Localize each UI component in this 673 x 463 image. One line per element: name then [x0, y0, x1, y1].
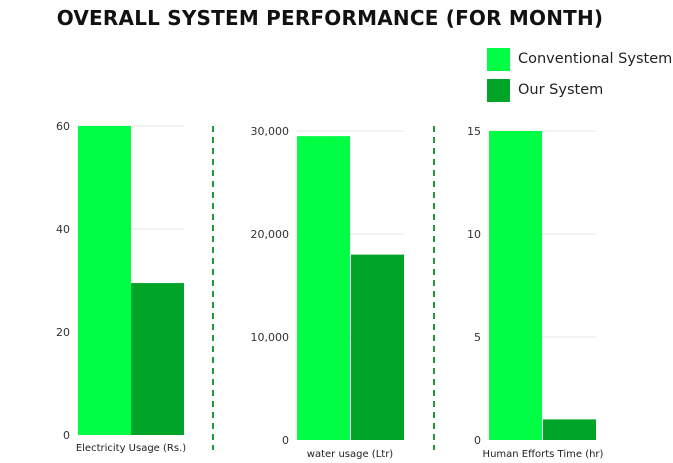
y-tick-label-3-2: 10	[467, 228, 481, 241]
legend-label-conventional: Conventional System	[518, 51, 673, 67]
y-tick-label-2-2: 20,000	[251, 228, 290, 241]
bar-3-our-system	[543, 419, 596, 440]
x-axis-label-1: Electricity Usage (Rs.)	[76, 443, 186, 454]
y-tick-label-3-0: 0	[474, 434, 481, 447]
y-tick-label-2-1: 10,000	[251, 331, 290, 344]
legend-swatch-our-system	[487, 78, 510, 102]
legend-label-our-system: Our System	[518, 82, 604, 98]
y-tick-label-1-2: 40	[56, 223, 70, 236]
chart-title: OVERALL SYSTEM PERFORMANCE (FOR MONTH)	[56, 6, 604, 30]
x-axis-label-3: Human Efforts Time (hr)	[483, 449, 604, 460]
y-tick-label-2-3: 30,000	[251, 125, 290, 138]
bar-3-conventional	[489, 131, 542, 440]
legend-item-our-system: Our System	[487, 78, 603, 102]
bar-1-our-system	[131, 283, 184, 435]
y-tick-label-1-0: 0	[63, 429, 70, 442]
y-tick-label-2-0: 0	[282, 434, 289, 447]
legend-swatch-conventional	[487, 47, 510, 71]
y-tick-label-1-3: 60	[56, 120, 70, 133]
y-tick-label-3-1: 5	[474, 331, 481, 344]
bar-2-conventional	[297, 136, 350, 440]
x-axis-label-2: water usage (Ltr)	[307, 449, 394, 460]
bar-1-conventional	[78, 126, 131, 435]
bar-2-our-system	[351, 254, 404, 440]
legend-item-conventional: Conventional System	[487, 47, 672, 71]
y-tick-label-1-1: 20	[56, 326, 70, 339]
y-tick-label-3-3: 15	[467, 125, 481, 138]
